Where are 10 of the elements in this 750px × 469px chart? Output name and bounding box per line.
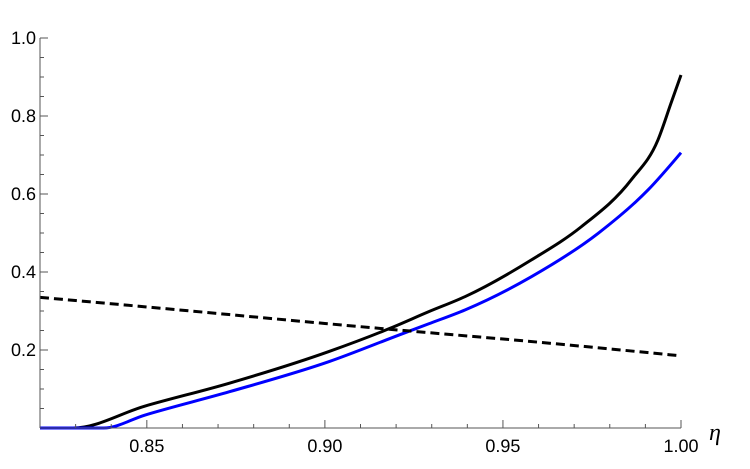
y-tick-label: 0.8 (10, 106, 36, 126)
x-tick-label: 0.85 (129, 436, 164, 456)
y-tick-label: 1.0 (10, 28, 36, 48)
x-tick-label: 0.95 (485, 436, 520, 456)
x-axis-title: η (709, 420, 721, 446)
y-tick-label: 0.2 (10, 340, 36, 360)
x-tick-label: 0.90 (307, 436, 342, 456)
y-tick-label: 0.6 (10, 184, 36, 204)
x-tick-label: 1.00 (663, 436, 699, 456)
y-tick-label: 0.4 (10, 262, 36, 282)
